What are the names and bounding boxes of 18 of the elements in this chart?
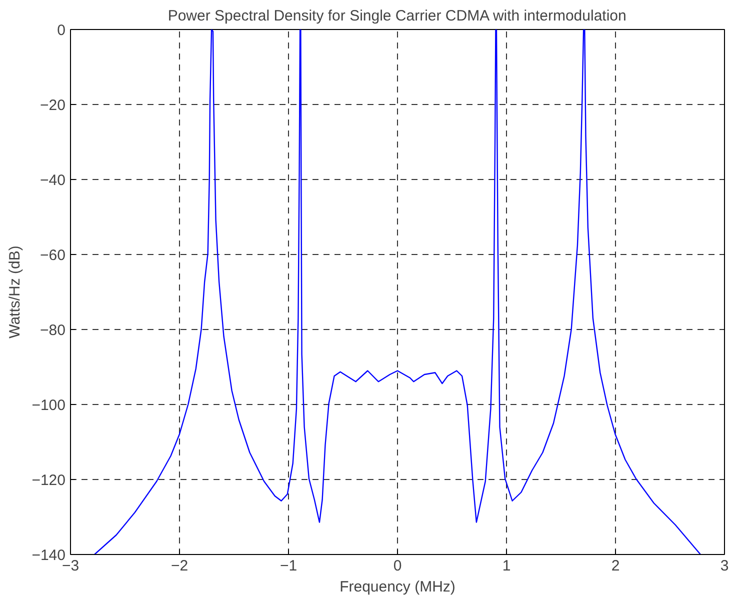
x-tick-label: 1 [502, 558, 511, 574]
y-tick-label: −100 [32, 397, 66, 414]
x-tick-label: 0 [393, 558, 402, 574]
y-tick-label: −60 [40, 247, 66, 264]
line-series [94, 30, 702, 554]
y-tick-label: −20 [40, 97, 66, 114]
x-axis-title: Frequency (MHz) [340, 578, 456, 596]
y-tick-label: −140 [32, 547, 66, 564]
y-tick-label: −120 [32, 472, 66, 489]
x-tick-label: −2 [170, 558, 188, 574]
y-tick-label: 0 [57, 22, 66, 39]
chart-title: Power Spectral Density for Single Carrier CDMA with intermodulation [168, 8, 626, 24]
y-tick-label: −80 [40, 322, 66, 339]
y-axis-title: Watts/Hz (dB) [6, 246, 24, 338]
y-tick-label: −40 [40, 172, 66, 189]
x-tick-label: 3 [720, 558, 729, 574]
x-tick-label: 2 [611, 558, 620, 574]
x-tick-label: −1 [280, 558, 298, 574]
